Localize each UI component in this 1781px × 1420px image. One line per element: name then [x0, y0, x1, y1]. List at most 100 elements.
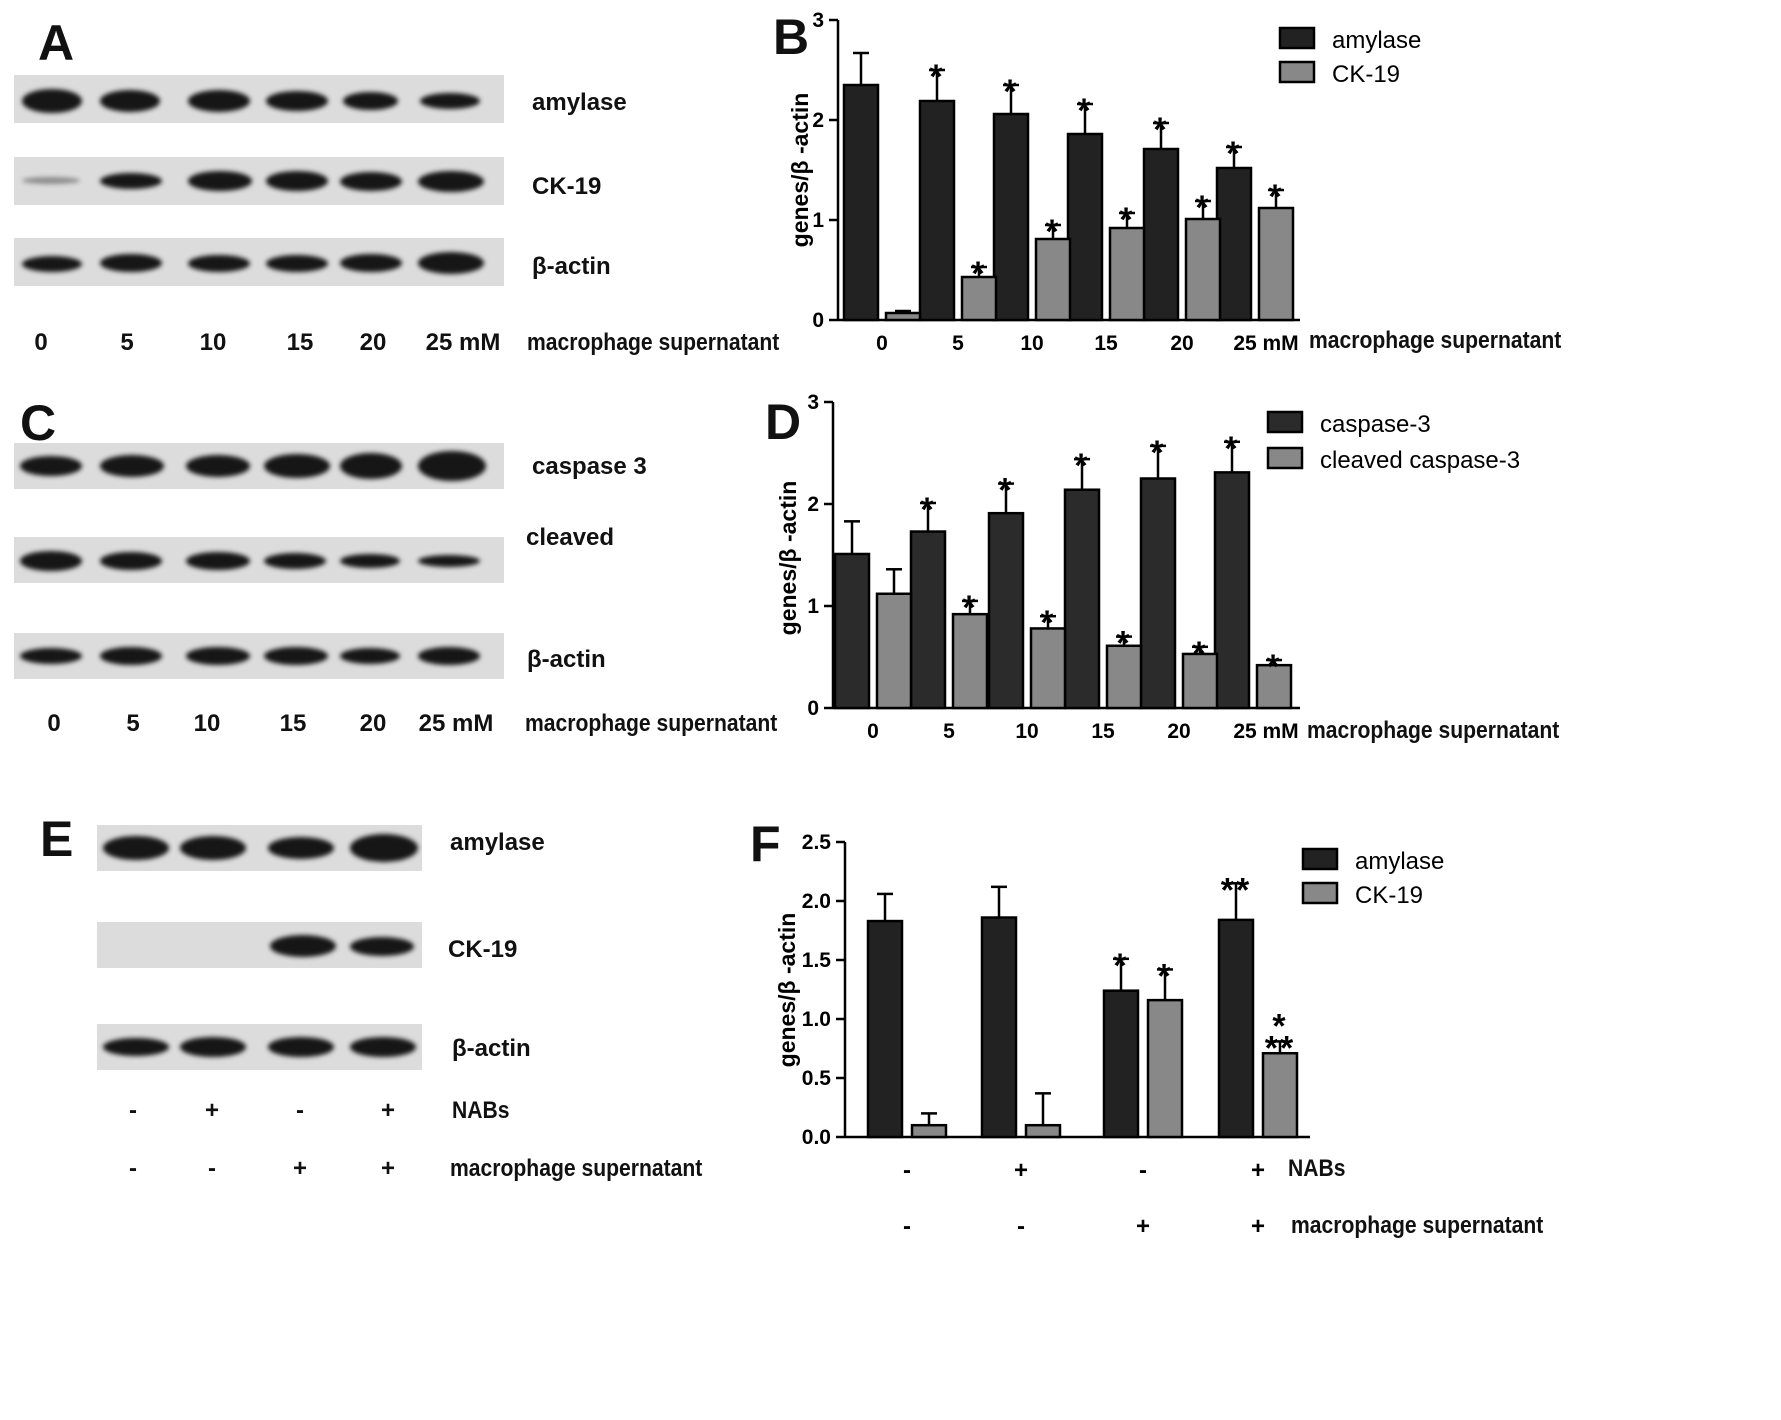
panel-letter: C [20, 395, 57, 451]
panel-letter: B [773, 9, 810, 65]
y-tick-label: 2.0 [802, 890, 831, 913]
lane-label: 10 [193, 710, 221, 737]
blot-band [340, 554, 400, 568]
significance-mark: * [1272, 1007, 1287, 1045]
blot-band [268, 837, 334, 859]
significance-mark: * [962, 589, 977, 627]
blot-band [350, 1037, 416, 1057]
y-tick-label: 1 [807, 595, 819, 618]
bar [910, 1123, 948, 1139]
chart-d-plot: 0 1 2 3 genes/β -actin * * * * * * * * * * 0 5 10 15 20 25 m… [775, 391, 1520, 743]
significance-mark: * [920, 491, 935, 529]
lane-label: 5 [126, 710, 140, 737]
bar [1213, 471, 1251, 710]
significance-mark: * [1040, 604, 1055, 642]
bar [1142, 147, 1180, 322]
y-tick-label: 3 [812, 9, 824, 32]
significance-mark: * [1074, 447, 1089, 485]
blot-band [22, 177, 80, 184]
legend-label: cleaved caspase-3 [1320, 447, 1520, 474]
significance-mark: * [1224, 430, 1239, 468]
sign-label: - [296, 1097, 304, 1124]
blot-band [100, 647, 162, 665]
bar [951, 612, 989, 710]
y-tick-label: 2 [812, 109, 824, 132]
legend-swatch [1278, 26, 1316, 50]
lane-label: 20 [359, 329, 387, 356]
bar [842, 83, 880, 322]
row-label: NABs [1288, 1155, 1346, 1182]
bar [1105, 644, 1143, 710]
blot-band [186, 455, 250, 477]
sign-label: - [129, 1097, 137, 1124]
x-tick-label: 25 mM [1233, 332, 1298, 355]
bar [1102, 989, 1140, 1139]
significance-mark: * [1113, 947, 1128, 985]
lane-label: 0 [47, 710, 61, 737]
bar [1029, 627, 1067, 710]
significance-mark: * [998, 472, 1013, 510]
legend-swatch [1301, 847, 1339, 871]
x-tick-label: 0 [876, 332, 888, 355]
sign-label: - [208, 1155, 216, 1182]
significance-mark: * [1077, 92, 1092, 130]
bar [884, 311, 922, 322]
bar [875, 592, 913, 710]
blot-band [418, 647, 480, 665]
blot-band [418, 171, 484, 192]
y-tick-label: 0 [807, 697, 819, 720]
blot-band [22, 89, 82, 113]
significance-mark: * [1195, 189, 1210, 227]
significance-mark: * [1157, 957, 1172, 995]
blot-band [22, 256, 82, 272]
sign-label: + [1014, 1157, 1028, 1184]
bar [1139, 477, 1177, 710]
row-label: macrophage supernatant [450, 1155, 703, 1182]
blot-band [188, 255, 250, 272]
blot-band [264, 647, 328, 665]
x-axis-title: macrophage supernatant [1309, 327, 1562, 354]
panel-letter: A [38, 15, 75, 71]
x-tick-label: 20 [1170, 332, 1193, 355]
blot-band [420, 93, 480, 109]
blot-band [188, 171, 252, 191]
blot-band [180, 1037, 246, 1057]
blot-band [100, 173, 162, 189]
lane-label: 0 [34, 329, 48, 356]
bar [833, 552, 871, 710]
y-tick-label: 1.5 [802, 949, 832, 972]
blot-band [268, 1037, 334, 1057]
protein-label: β-actin [452, 1035, 531, 1062]
blot-band [103, 836, 169, 860]
y-tick-label: 0 [812, 309, 824, 332]
sign-label: + [204, 1097, 220, 1124]
bar [1261, 1051, 1299, 1139]
significance-mark: * [1266, 648, 1281, 686]
bar [960, 275, 998, 322]
x-tick-label: 5 [952, 332, 964, 355]
blot-band [343, 92, 398, 110]
bar [1063, 488, 1101, 710]
x-axis-title: macrophage supernatant [1307, 717, 1560, 744]
y-axis-title: genes/β -actin [774, 913, 800, 1068]
bar [1215, 166, 1253, 322]
x-tick-label: 10 [1020, 332, 1043, 355]
blot-band [340, 172, 402, 191]
significance-mark: ** [1221, 871, 1251, 909]
blot-band [266, 171, 328, 191]
x-tick-label: 5 [943, 720, 955, 743]
y-tick-label: 3 [807, 391, 819, 414]
significance-mark: * [1192, 635, 1207, 673]
blot-band [264, 553, 326, 569]
panel-letter: D [765, 394, 802, 450]
x-tick-label: 15 [1091, 720, 1115, 743]
axis-title: macrophage supernatant [525, 710, 778, 737]
bar [1181, 652, 1219, 710]
blot-band [186, 647, 250, 665]
blot-band [418, 555, 480, 567]
bar [1184, 217, 1222, 322]
bar [1257, 206, 1295, 322]
panel-letter: E [40, 811, 74, 867]
